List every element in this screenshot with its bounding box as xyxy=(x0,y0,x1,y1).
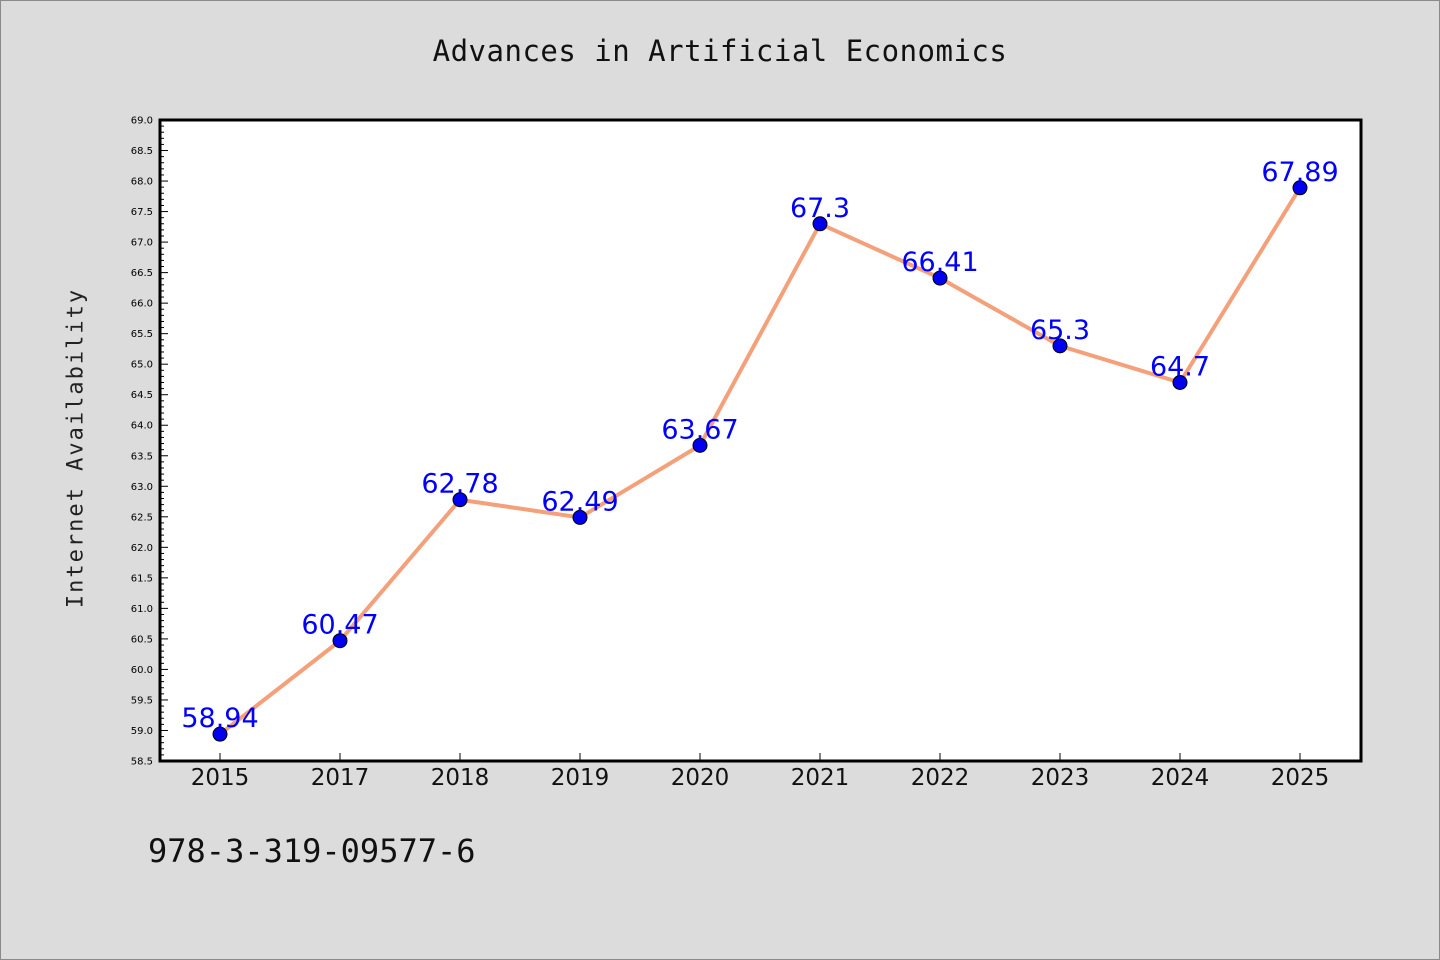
data-point xyxy=(1052,338,1068,354)
plot-area xyxy=(160,120,1361,761)
y-tick-label: 60.0 xyxy=(131,665,153,676)
x-tick-label: 2017 xyxy=(311,765,370,791)
x-tick-label: 2020 xyxy=(671,765,730,791)
x-tick-label: 2019 xyxy=(551,765,610,791)
data-point xyxy=(212,726,228,742)
y-tick-label: 62.0 xyxy=(131,543,153,554)
data-label: 67.3 xyxy=(790,193,850,224)
y-tick-label: 64.0 xyxy=(131,421,153,432)
data-point xyxy=(812,216,828,232)
series-line xyxy=(218,185,1302,737)
y-tick-label: 59.5 xyxy=(131,695,153,706)
data-label: 58.94 xyxy=(181,703,258,734)
y-tick-label: 69.0 xyxy=(131,116,153,127)
y-tick-label: 59.0 xyxy=(131,726,153,737)
y-tick-label: 60.5 xyxy=(131,634,153,645)
chart-title: Advances in Artificial Economics xyxy=(432,34,1008,68)
x-tick-label: 2024 xyxy=(1151,765,1210,791)
data-label: 60.47 xyxy=(301,610,378,641)
data-point xyxy=(572,509,588,525)
y-tick-label: 66.0 xyxy=(131,299,153,310)
x-tick-label: 2023 xyxy=(1031,765,1090,791)
data-label: 64.7 xyxy=(1150,352,1210,383)
plot-frame xyxy=(158,118,1363,763)
data-point xyxy=(1172,375,1188,391)
y-tick-label: 61.5 xyxy=(131,573,153,584)
isbn-text: 978-3-319-09577-6 xyxy=(148,832,476,870)
x-tick-label: 2025 xyxy=(1271,765,1330,791)
y-tick-label: 65.0 xyxy=(131,360,153,371)
y-tick-label: 63.0 xyxy=(131,482,153,493)
data-point xyxy=(332,633,348,649)
y-tick-label: 64.5 xyxy=(131,390,153,401)
x-tick-label: 2018 xyxy=(431,765,490,791)
y-tick-label: 68.0 xyxy=(131,177,153,188)
y-tick-label: 58.5 xyxy=(131,757,153,768)
y-tick-label: 65.5 xyxy=(131,329,153,340)
data-point xyxy=(1292,180,1308,196)
data-label: 66.41 xyxy=(901,247,978,278)
data-label: 65.3 xyxy=(1030,315,1090,346)
y-tick-label: 67.0 xyxy=(131,238,153,249)
x-tick-label: 2022 xyxy=(911,765,970,791)
data-point xyxy=(932,270,948,286)
data-label: 63.67 xyxy=(661,414,738,445)
data-label: 62.78 xyxy=(421,469,498,500)
x-tick-label: 2021 xyxy=(791,765,850,791)
y-tick-label: 68.5 xyxy=(131,146,153,157)
y-tick-label: 63.5 xyxy=(131,451,153,462)
y-tick-label: 67.5 xyxy=(131,207,153,218)
y-tick-label: 62.5 xyxy=(131,512,153,523)
y-tick-label: 61.0 xyxy=(131,604,153,615)
data-point xyxy=(452,492,468,508)
x-tick-label: 2015 xyxy=(191,765,250,791)
data-label: 67.89 xyxy=(1261,157,1338,188)
data-point xyxy=(692,437,708,453)
y-tick-label: 66.5 xyxy=(131,268,153,279)
data-label: 62.49 xyxy=(541,486,618,517)
